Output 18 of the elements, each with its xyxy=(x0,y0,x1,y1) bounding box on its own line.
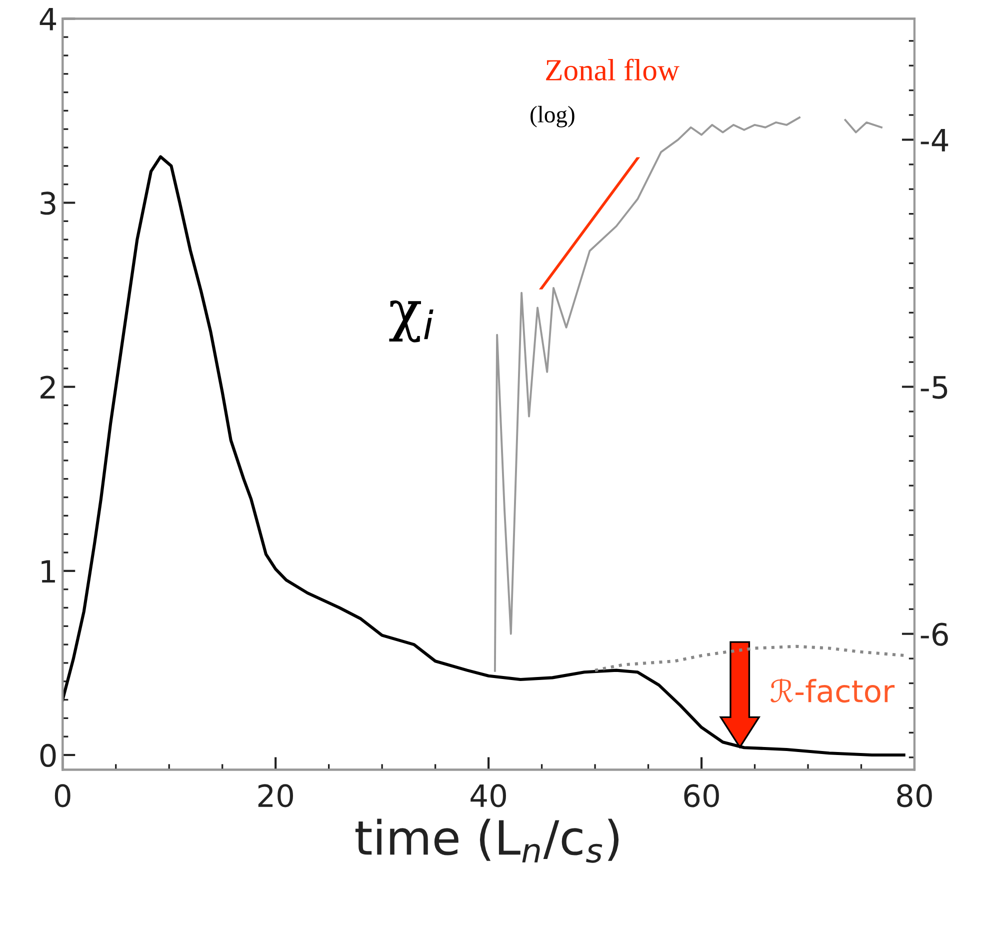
y2-tick-label: -5 xyxy=(920,376,948,399)
x-tick-label: 80 xyxy=(897,784,932,808)
annotation: Zonal flow xyxy=(546,58,680,81)
x-tick-label: 40 xyxy=(470,784,506,808)
y2-tick-label: -6 xyxy=(920,622,948,646)
annotation: (log) xyxy=(530,106,574,128)
y-tick-label: 1 xyxy=(42,560,55,583)
annotation: ℛ-factor xyxy=(770,678,895,703)
y-tick-label: 3 xyxy=(40,192,56,215)
x-axis-title: time (L$_{n}$/c$_{s}$) xyxy=(355,818,619,863)
x-tick-label: 60 xyxy=(684,784,719,808)
y2-tick-label: -4 xyxy=(920,129,948,152)
y-tick-label: 4 xyxy=(40,8,56,30)
annotation: χ$_{i}$ xyxy=(389,300,434,342)
x-tick-label: 20 xyxy=(258,784,293,808)
line-series xyxy=(62,155,906,757)
y-tick-label: 2 xyxy=(40,376,55,398)
y-tick-label: 0 xyxy=(40,744,56,768)
